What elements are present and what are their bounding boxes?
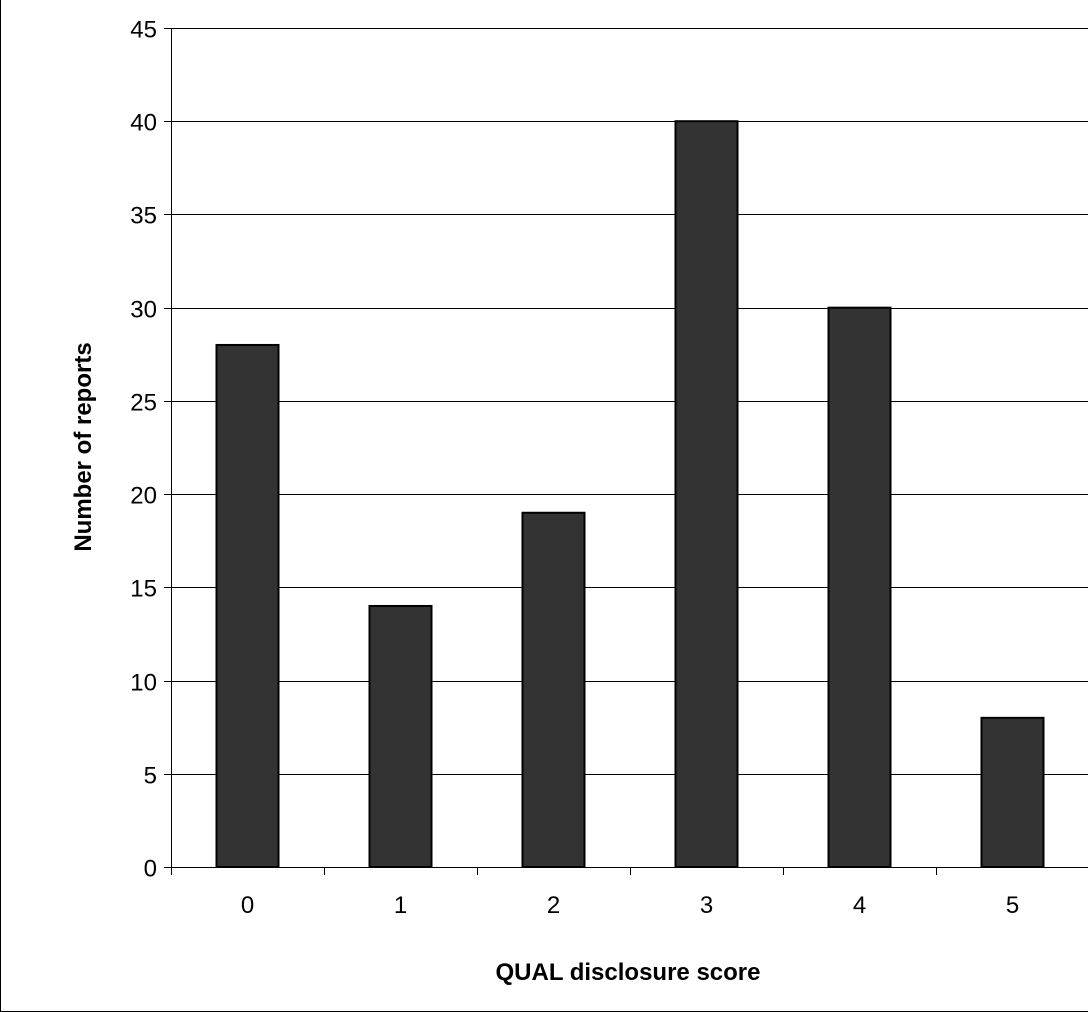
bar-2 [521,511,586,868]
x-tick-label: 0 [241,892,254,919]
x-tick-label: 5 [1006,892,1019,919]
x-tick-label: 3 [700,892,713,919]
bar-4 [827,306,892,868]
y-tick-label: 40 [130,110,157,137]
y-axis-title: Number of reports [70,342,97,551]
x-tick-label: 4 [853,892,866,919]
y-tick-label: 35 [130,203,157,230]
bar-3 [674,120,739,868]
y-tick-label: 45 [130,17,157,44]
y-tick-label: 0 [144,856,157,883]
y-tick-label: 10 [130,670,157,697]
y-tick-label: 15 [130,576,157,603]
axes-layer [164,28,1088,875]
x-tick-label: 2 [547,892,560,919]
bar-5 [980,716,1045,868]
x-tick-label: 1 [394,892,407,919]
y-tick-label: 20 [130,483,157,510]
y-tick-label: 5 [144,763,157,790]
bar-1 [368,604,433,868]
bar-0 [215,343,280,868]
y-tick-label: 30 [130,297,157,324]
bars-layer [215,120,1045,868]
grid-layer [171,28,1088,775]
x-axis-title: QUAL disclosure score [496,959,761,986]
y-tick-label: 25 [130,390,157,417]
